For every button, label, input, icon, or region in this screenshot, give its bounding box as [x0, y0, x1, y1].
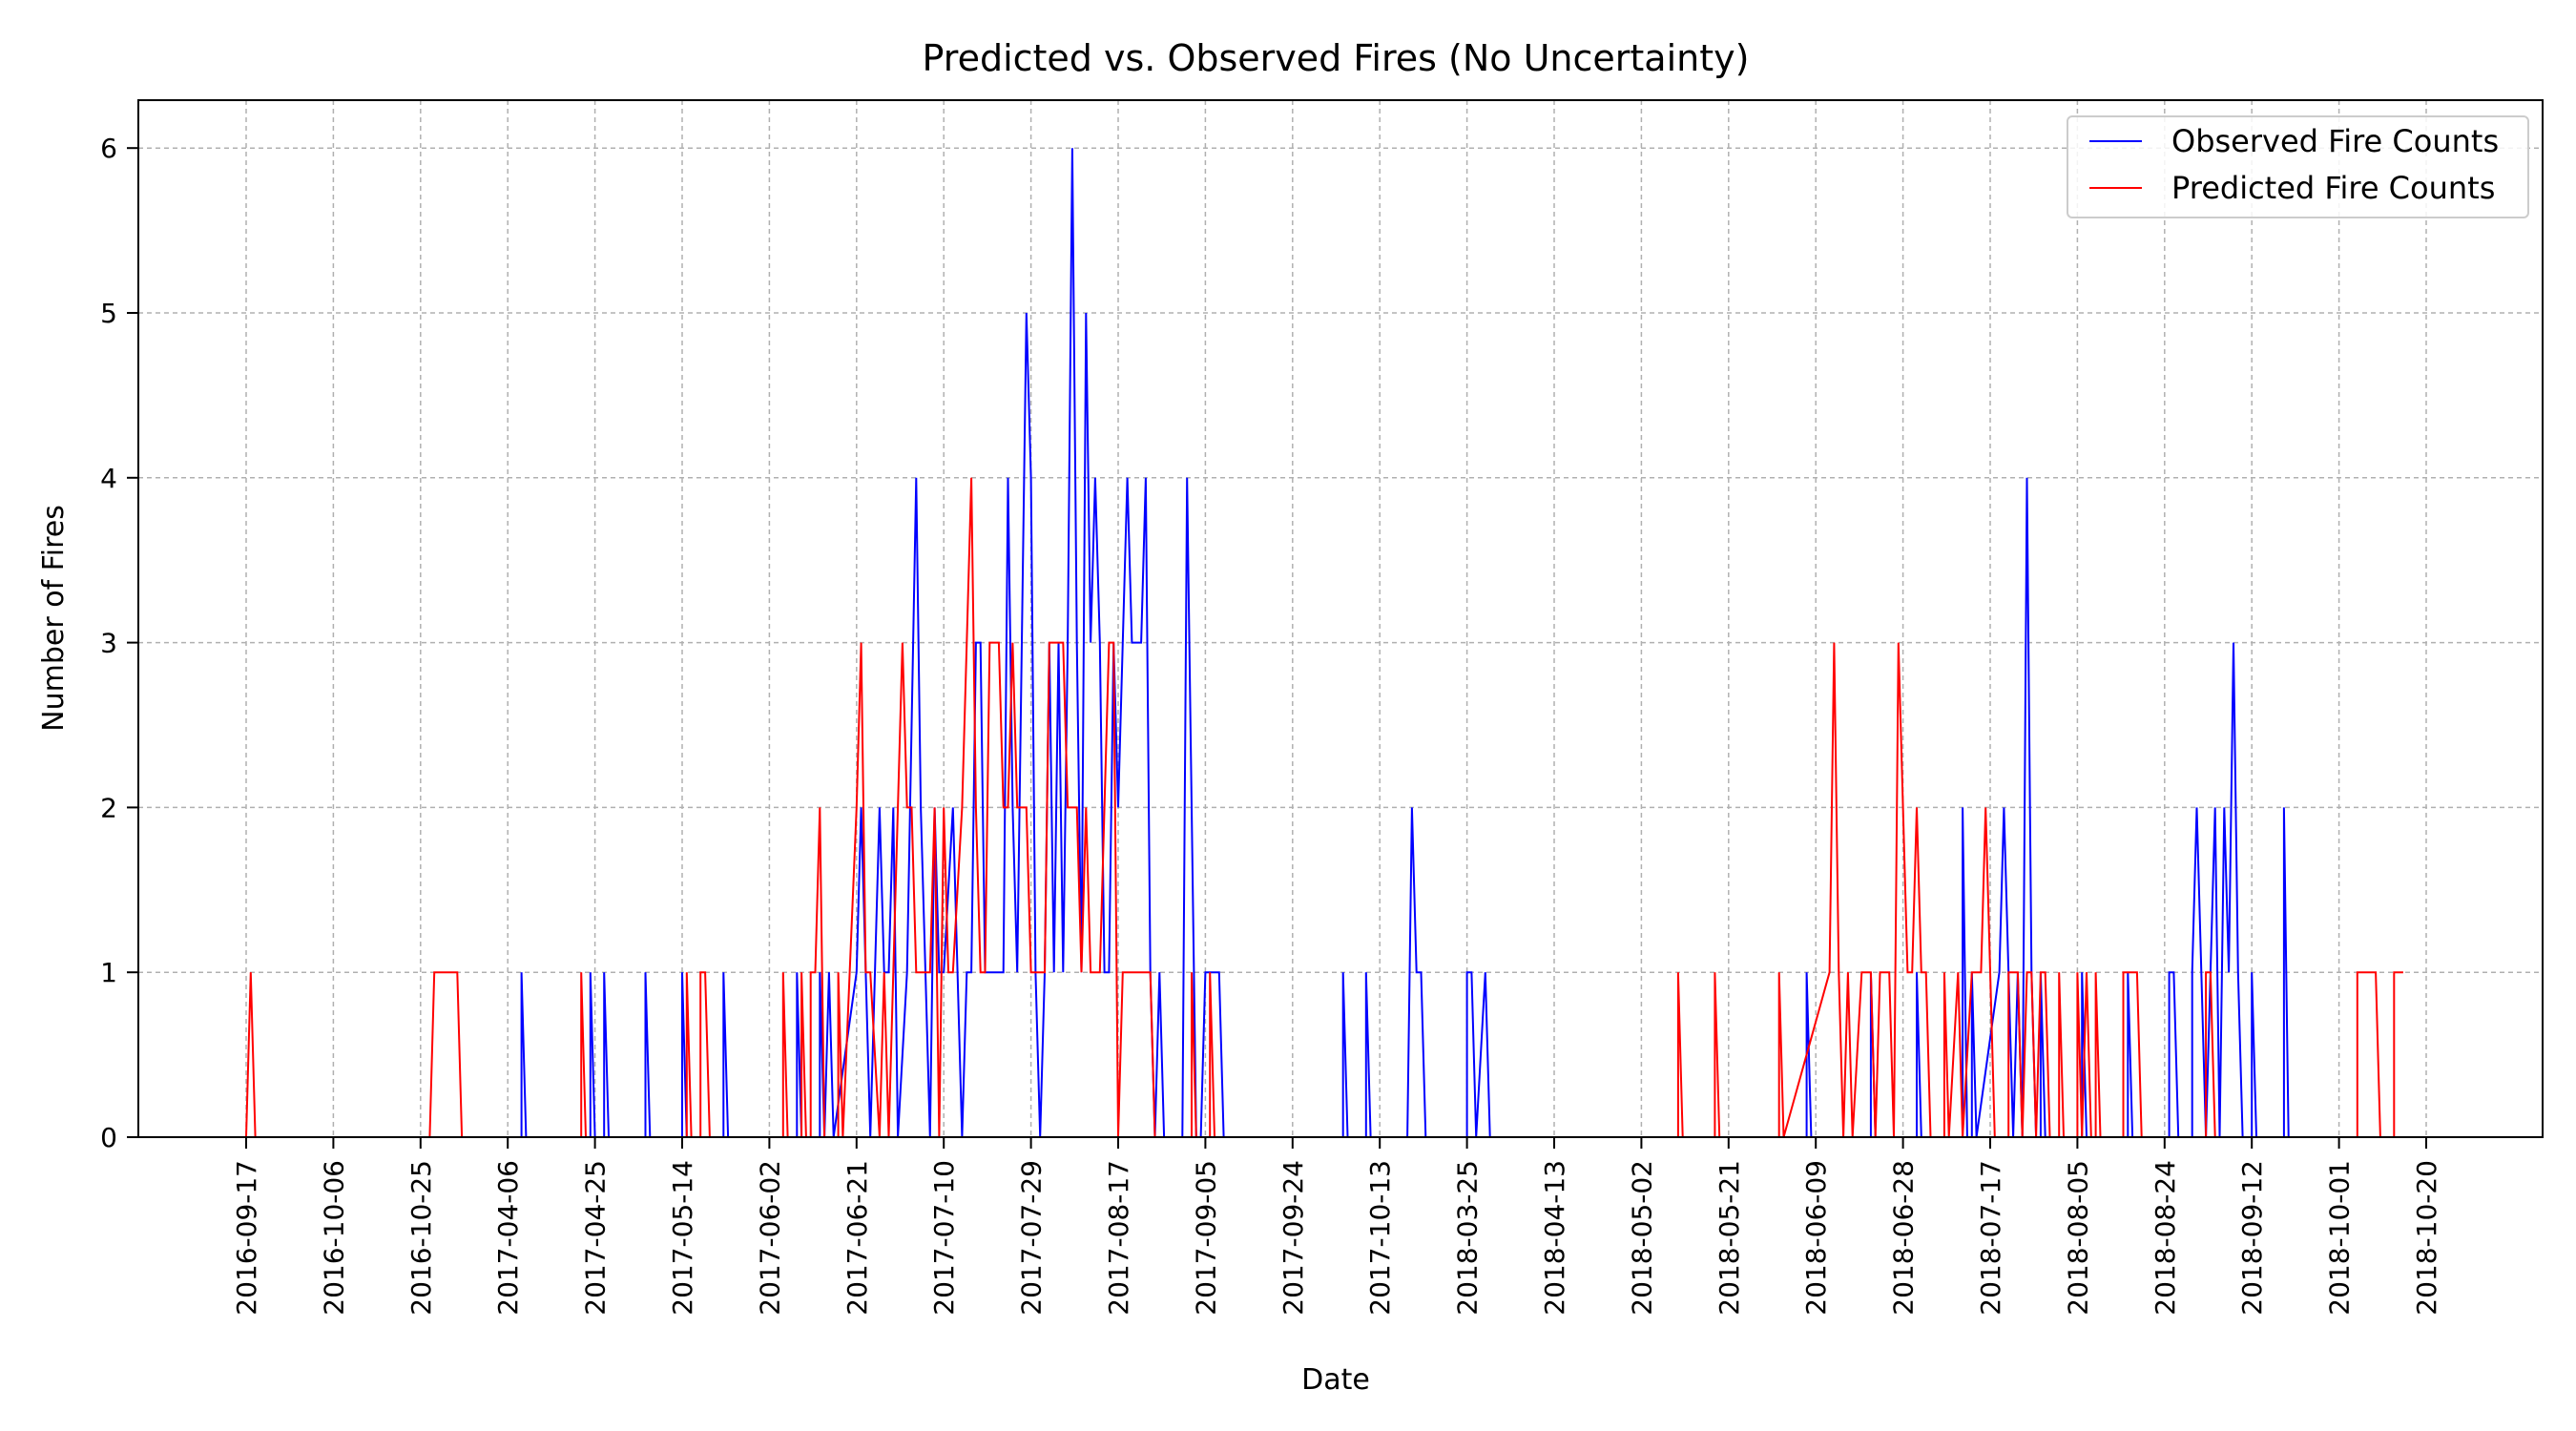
grid — [138, 100, 2543, 1138]
y-tick-label: 1 — [100, 957, 117, 988]
x-tick-label: 2018-06-09 — [1800, 1160, 1832, 1316]
x-tick-label: 2016-09-17 — [231, 1160, 262, 1316]
predicted-series-line — [245, 477, 2403, 1138]
x-tick-label: 2017-06-02 — [754, 1160, 785, 1316]
x-tick-label: 2017-04-06 — [492, 1160, 524, 1316]
x-tick-label: 2016-10-06 — [318, 1160, 349, 1316]
x-tick-label: 2018-06-28 — [1888, 1160, 1920, 1316]
legend-box — [2067, 115, 2529, 218]
x-tick-label: 2017-09-24 — [1278, 1160, 1309, 1316]
x-tick-label: 2018-08-05 — [2062, 1160, 2093, 1316]
plot-frame — [137, 99, 2544, 1138]
y-axis-label: Number of Fires — [37, 505, 71, 732]
x-tick-label: 2017-08-17 — [1103, 1160, 1134, 1316]
y-tick-label: 2 — [100, 792, 117, 823]
x-axis-label: Date — [1301, 1363, 1370, 1397]
x-tick-label: 2017-07-29 — [1016, 1160, 1048, 1316]
legend-label-observed: Observed Fire Counts — [2171, 123, 2499, 159]
x-tick-label: 2018-10-01 — [2324, 1160, 2356, 1316]
legend-label-predicted: Predicted Fire Counts — [2171, 170, 2495, 206]
x-tick-label: 2018-08-24 — [2150, 1160, 2181, 1316]
x-tick-label: 2016-10-25 — [405, 1160, 437, 1316]
x-tick-label: 2018-04-13 — [1539, 1160, 1570, 1316]
x-tick-label: 2017-07-10 — [928, 1160, 960, 1316]
x-tick-label: 2018-05-21 — [1714, 1160, 1745, 1316]
chart-title: Predicted vs. Observed Fires (No Uncerta… — [923, 37, 1750, 79]
x-tick-label: 2018-05-02 — [1626, 1160, 1657, 1316]
ticks: 2016-09-17 2016-10-06 2016-10-25 2017-04-06… — [100, 133, 2442, 1316]
x-tick-label: 2018-03-25 — [1452, 1160, 1484, 1316]
x-tick-label: 2017-05-14 — [667, 1160, 698, 1316]
x-tick-label: 2017-04-25 — [580, 1160, 612, 1316]
y-tick-label: 5 — [100, 298, 117, 329]
legend: Observed Fire Counts Predicted Fire Coun… — [2067, 115, 2529, 218]
x-tick-label: 2017-09-05 — [1190, 1160, 1221, 1316]
y-tick-label: 3 — [100, 628, 117, 659]
x-tick-label: 2018-09-12 — [2236, 1160, 2268, 1316]
y-tick-label: 0 — [100, 1122, 117, 1153]
x-tick-label: 2017-10-13 — [1364, 1160, 1396, 1316]
x-tick-label: 2018-07-17 — [1975, 1160, 2006, 1316]
y-tick-label: 6 — [100, 133, 117, 164]
x-tick-label: 2018-10-20 — [2411, 1160, 2442, 1316]
y-tick-label: 4 — [100, 463, 117, 494]
x-tick-label: 2017-06-21 — [841, 1160, 873, 1316]
